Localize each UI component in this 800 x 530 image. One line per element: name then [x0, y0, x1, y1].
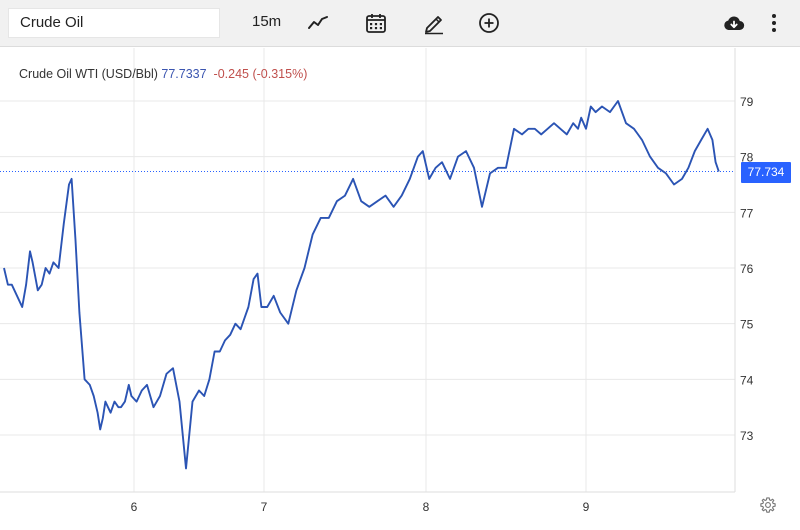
y-tick-label: 73 — [740, 429, 754, 443]
download-cloud-icon[interactable] — [722, 11, 746, 35]
symbol-search-input[interactable]: Crude Oil — [8, 8, 220, 38]
x-tick-label: 7 — [261, 500, 268, 514]
y-tick-label: 76 — [740, 262, 754, 276]
x-axis-ticks: 6 7 8 9 — [131, 500, 590, 514]
calendar-icon[interactable] — [364, 11, 388, 35]
y-tick-label: 74 — [740, 373, 754, 387]
chart-type-icon[interactable] — [306, 11, 330, 35]
last-price-badge: 77.734 — [741, 162, 791, 183]
chart-toolbar: Crude Oil 15m — [0, 0, 800, 47]
y-tick-label: 78 — [740, 151, 754, 165]
interval-selector[interactable]: 15m — [252, 13, 282, 30]
y-axis-ticks: 73 74 75 76 77 78 79 — [740, 95, 754, 443]
y-tick-label: 77 — [740, 206, 754, 220]
series-line — [3, 100, 720, 470]
instrument-header: Crude Oil WTI (USD/Bbl) 77.7337 -0.245 (… — [19, 67, 307, 81]
x-tick-label: 9 — [583, 500, 590, 514]
y-tick-label: 79 — [740, 95, 754, 109]
current-price: 77.7337 — [161, 67, 207, 81]
x-tick-label: 8 — [423, 500, 430, 514]
x-tick-label: 6 — [131, 500, 138, 514]
price-change-percent: (-0.315%) — [252, 67, 308, 81]
add-circle-icon[interactable] — [477, 11, 501, 35]
more-vertical-icon[interactable] — [762, 11, 786, 35]
settings-gear-icon[interactable] — [759, 496, 777, 514]
grid-lines — [0, 48, 735, 492]
draw-pencil-icon[interactable] — [422, 11, 446, 35]
y-tick-label: 75 — [740, 318, 754, 332]
price-change: -0.245 — [213, 67, 249, 81]
instrument-name: Crude Oil WTI (USD/Bbl) — [19, 67, 158, 81]
